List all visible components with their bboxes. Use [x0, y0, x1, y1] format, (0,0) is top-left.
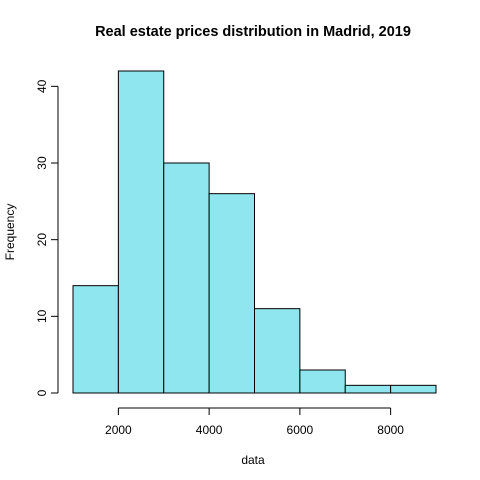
histogram-bar-6 [299, 369, 346, 394]
x-axis: 2000 4000 6000 8000 [105, 407, 404, 437]
histogram-bar-2 [117, 70, 165, 394]
chart-title: Real estate prices distribution in Madri… [95, 24, 411, 40]
x-tick-label-8000: 8000 [377, 423, 404, 437]
histogram-bar-4 [208, 193, 255, 394]
histogram-bar-1 [72, 285, 119, 394]
x-tick-label-4000: 4000 [196, 423, 223, 437]
histogram-bar-7 [344, 384, 392, 394]
x-tick-label-2000: 2000 [105, 423, 132, 437]
y-tick-label-20: 20 [35, 233, 49, 247]
histogram-bar-8 [390, 384, 437, 394]
histogram-bar-3 [163, 162, 210, 394]
y-tick-label-10: 10 [35, 309, 49, 323]
histogram-bars [72, 70, 437, 394]
x-axis-label: data [241, 453, 265, 467]
y-tick-label-40: 40 [35, 79, 49, 93]
histogram-bar-5 [254, 308, 301, 394]
x-tick-label-6000: 6000 [287, 423, 314, 437]
y-axis-label: Frequency [3, 204, 17, 261]
y-tick-label-0: 0 [35, 389, 49, 396]
y-tick-label-30: 30 [35, 156, 49, 170]
y-axis: 0 10 20 30 40 [35, 79, 59, 396]
